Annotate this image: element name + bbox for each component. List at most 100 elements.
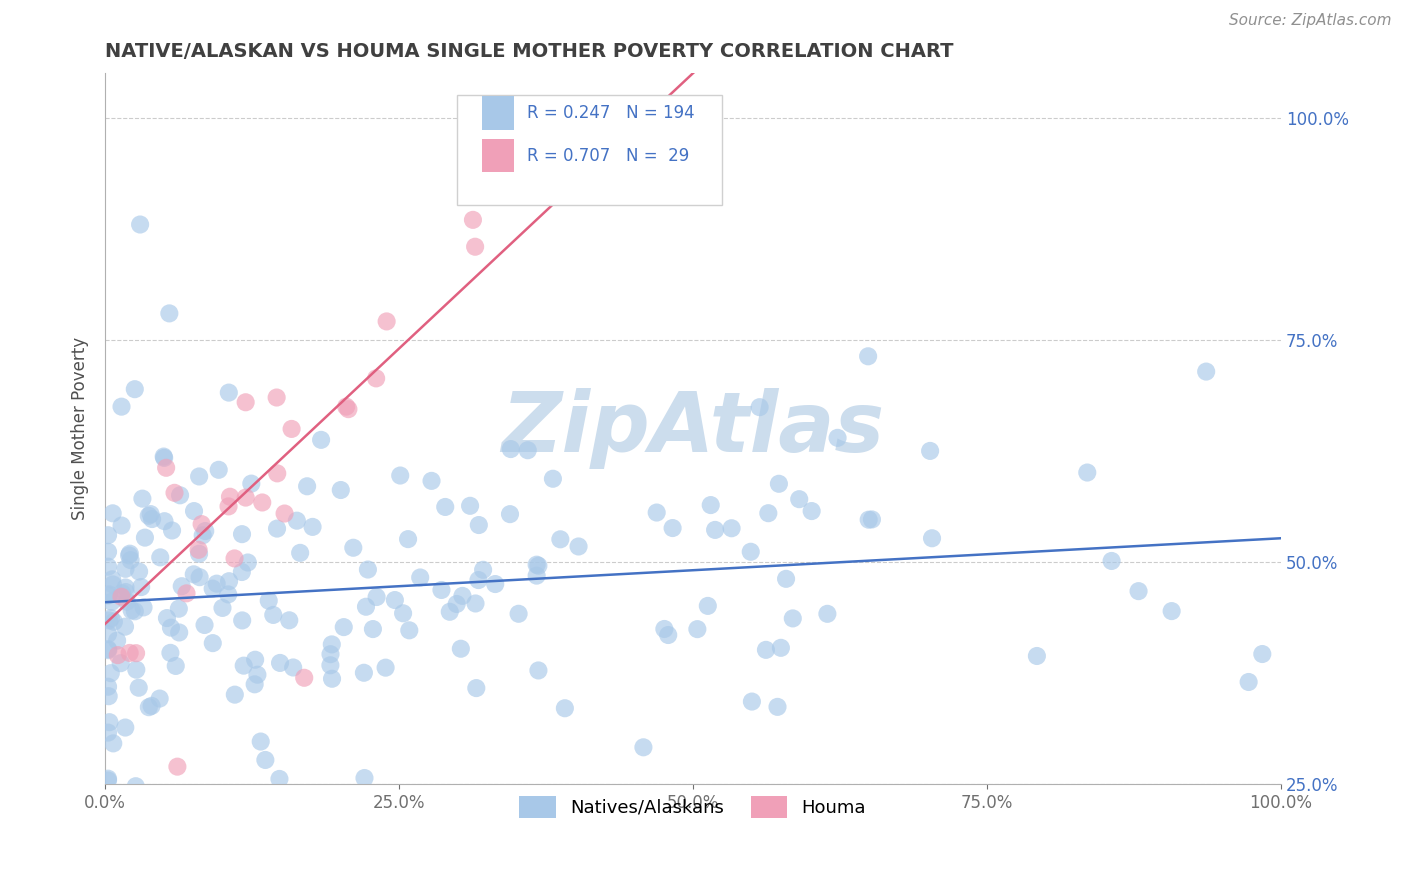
Point <box>309 433 332 447</box>
Text: ZipAtlas: ZipAtlas <box>501 388 884 469</box>
Point <box>366 590 388 604</box>
Point <box>243 677 266 691</box>
Point <box>550 533 572 547</box>
Point <box>188 469 211 483</box>
Point <box>375 314 398 328</box>
Point <box>1251 647 1274 661</box>
Point <box>249 734 271 748</box>
Point <box>152 857 174 871</box>
Point <box>139 507 162 521</box>
Point <box>141 512 163 526</box>
Point <box>156 611 179 625</box>
Point <box>115 594 138 608</box>
Point <box>98 587 121 601</box>
Y-axis label: Single Mother Poverty: Single Mother Poverty <box>72 337 89 521</box>
Point <box>235 395 257 409</box>
Point <box>741 695 763 709</box>
Point <box>153 450 176 465</box>
Point <box>231 527 253 541</box>
Point <box>420 474 443 488</box>
FancyBboxPatch shape <box>482 96 515 129</box>
Point <box>800 504 823 518</box>
Point <box>138 508 160 523</box>
Point <box>464 597 486 611</box>
Point <box>118 646 141 660</box>
Point <box>465 681 488 695</box>
Point <box>499 507 522 521</box>
Point <box>787 492 810 507</box>
Point <box>97 725 120 739</box>
Point <box>527 558 550 573</box>
Point <box>160 524 183 538</box>
Point <box>176 586 198 600</box>
Point <box>748 400 770 414</box>
Point <box>388 884 411 892</box>
Point <box>782 611 804 625</box>
Point <box>101 573 124 587</box>
Point <box>472 563 495 577</box>
Point <box>97 689 120 703</box>
Point <box>354 599 377 614</box>
Point <box>125 779 148 793</box>
Point <box>187 542 209 557</box>
Point <box>101 577 124 591</box>
Point <box>398 624 420 638</box>
Point <box>827 431 849 445</box>
Point <box>114 562 136 576</box>
Point <box>125 646 148 660</box>
Point <box>157 306 180 320</box>
Point <box>366 371 388 385</box>
Point <box>224 551 246 566</box>
Point <box>141 698 163 713</box>
Point <box>633 740 655 755</box>
Point <box>374 660 396 674</box>
Point <box>193 618 215 632</box>
Point <box>858 513 880 527</box>
Point <box>167 625 190 640</box>
Point <box>319 647 342 661</box>
Point <box>283 660 305 674</box>
Point <box>121 603 143 617</box>
Point <box>484 577 506 591</box>
Point <box>97 773 120 788</box>
Point <box>389 468 412 483</box>
Point <box>201 582 224 596</box>
Point <box>755 643 778 657</box>
Point <box>124 604 146 618</box>
Point <box>439 605 461 619</box>
Point <box>149 550 172 565</box>
Point <box>301 520 323 534</box>
Point <box>353 771 375 785</box>
Point <box>464 240 486 254</box>
Point <box>160 621 183 635</box>
Text: R = 0.707   N =  29: R = 0.707 N = 29 <box>527 146 689 164</box>
Point <box>97 559 120 574</box>
Point <box>554 701 576 715</box>
Point <box>467 573 489 587</box>
Point <box>321 637 343 651</box>
Point <box>661 521 683 535</box>
Point <box>266 391 288 405</box>
Point <box>526 558 548 572</box>
Point <box>224 688 246 702</box>
Point <box>129 580 152 594</box>
Point <box>125 663 148 677</box>
Point <box>451 589 474 603</box>
Point <box>188 547 211 561</box>
Point <box>1195 365 1218 379</box>
Point <box>686 622 709 636</box>
Point <box>166 759 188 773</box>
Point <box>110 656 132 670</box>
Point <box>321 672 343 686</box>
Point <box>243 653 266 667</box>
Point <box>231 614 253 628</box>
Point <box>458 499 481 513</box>
Point <box>768 476 790 491</box>
Point <box>357 562 380 576</box>
Point <box>134 531 156 545</box>
Point <box>285 514 308 528</box>
Point <box>921 531 943 545</box>
Point <box>97 772 120 786</box>
Point <box>409 570 432 584</box>
Point <box>98 614 121 628</box>
